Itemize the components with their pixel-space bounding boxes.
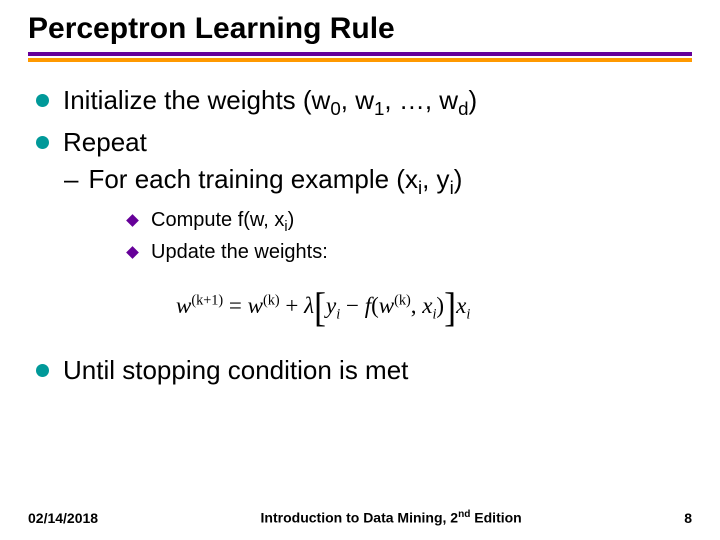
bullet-initialize: Initialize the weights (w0, w1, …, wd) [36,84,692,122]
title-underline-top [28,52,692,56]
var-w: w [176,293,191,318]
text-fragment: Compute f(w, x [151,209,284,231]
var-x: x [456,293,466,318]
footer-center: Introduction to Data Mining, 2nd Edition [98,509,684,526]
footer-page-number: 8 [684,510,692,526]
slide-title: Perceptron Learning Rule [28,12,692,46]
right-bracket-icon: ] [444,283,456,331]
subscript: d [458,98,468,119]
var-w: w [248,293,263,318]
content-area: Initialize the weights (w0, w1, …, wd) R… [28,64,692,388]
var-y: y [326,293,336,318]
sub-bullet-foreach: – For each training example (xi, yi) [36,163,692,201]
diamond-bullet-compute: Compute f(w, xi) [36,207,692,237]
slide: Perceptron Learning Rule Initialize the … [0,0,720,540]
text-fragment: For each training example (x [88,164,417,194]
bullet-text: Until stopping condition is met [63,354,408,388]
text-fragment: Introduction to Data Mining, 2 [261,510,459,526]
superscript: (k) [263,293,280,309]
footer-date: 02/14/2018 [28,510,98,526]
text-fragment: Initialize the weights (w [63,85,330,115]
title-underline-bottom [28,58,692,62]
minus: − [340,293,364,318]
var-lambda: λ [304,293,314,318]
subscript: 1 [374,98,384,119]
var-w: w [379,293,394,318]
text-fragment: ) [454,164,463,194]
superscript: (k+1) [191,293,223,309]
comma: , [411,293,423,318]
text-fragment: , …, w [384,85,458,115]
bullet-text: Repeat [63,126,147,160]
footer: 02/14/2018 Introduction to Data Mining, … [0,509,720,526]
diamond-bullet-icon [126,246,139,259]
text-fragment: Edition [470,510,521,526]
var-x: x [422,293,432,318]
text-fragment: ) [468,85,477,115]
paren: ( [371,293,379,318]
subscript: i [466,307,470,323]
diamond-text: Compute f(w, xi) [151,207,294,237]
bullet-until: Until stopping condition is met [36,354,692,388]
left-bracket-icon: [ [314,283,326,331]
update-formula: w(k+1) = w(k) + λ[yi − f(w(k), xi)]xi [36,268,692,354]
plus: + [280,293,304,318]
text-fragment: , y [422,164,449,194]
bullet-repeat: Repeat [36,126,692,160]
superscript: (k) [394,293,411,309]
dash-icon: – [64,163,78,197]
text-fragment: , w [341,85,374,115]
bullet-text: Initialize the weights (w0, w1, …, wd) [63,84,477,122]
diamond-bullet-icon [126,214,139,227]
diamond-bullet-update: Update the weights: [36,239,692,266]
diamond-text: Update the weights: [151,239,328,266]
equals: = [223,293,247,318]
paren: ) [436,293,444,318]
subscript: 0 [330,98,340,119]
circle-bullet-icon [36,364,49,377]
text-fragment: ) [288,209,295,231]
circle-bullet-icon [36,94,49,107]
sub-text: For each training example (xi, yi) [88,163,462,201]
superscript: nd [458,509,470,520]
circle-bullet-icon [36,136,49,149]
